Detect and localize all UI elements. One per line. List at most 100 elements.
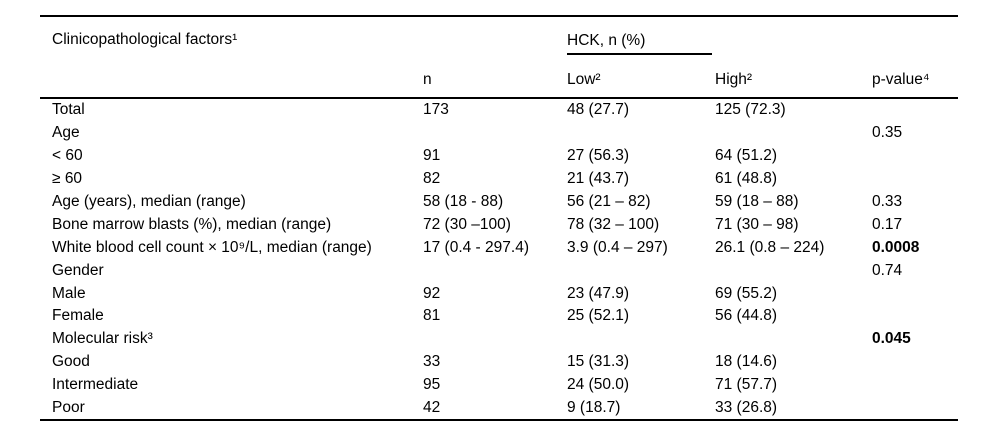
low-cell: 27 (56.3)	[567, 147, 630, 165]
high-cell: 59 (18 – 88)	[715, 193, 799, 210]
n-cell: 17 (0.4 - 297.4)	[423, 238, 529, 256]
n-cell: 173	[423, 101, 449, 119]
p-value-cell: 0.33	[872, 193, 903, 210]
row-label-cell: Intermediate	[52, 376, 139, 394]
low-cell: 25 (52.1)	[567, 307, 630, 325]
table-row: Molecular risk³ 0.045	[40, 328, 958, 351]
n-cell: 91	[423, 147, 441, 165]
clinicopathological-factors-table: Clinicopathological factors¹ HCK, n (%) …	[40, 15, 958, 422]
low-cell: 24 (50.0)	[567, 376, 630, 394]
table-row: Age 0.35	[40, 122, 958, 145]
col-header-factors: Clinicopathological factors¹	[52, 31, 238, 48]
low-cell: 15 (31.3)	[567, 353, 630, 371]
high-cell: 18 (14.6)	[715, 353, 778, 371]
low-cell: 3.9 (0.4 – 297)	[567, 238, 668, 256]
header-spacer-factors	[40, 57, 411, 99]
row-label-cell: Molecular risk³	[52, 330, 153, 348]
n-cell	[411, 122, 555, 145]
p-value-cell: 0.17	[872, 215, 903, 233]
row-label-cell: Poor	[52, 399, 85, 417]
table-row: Poor 42 9 (18.7) 33 (26.8)	[40, 397, 958, 421]
n-cell	[411, 259, 555, 282]
n-cell: 33	[423, 353, 441, 371]
n-cell: 81	[423, 307, 441, 325]
table-row: ≥ 60 82 21 (43.7) 61 (48.8)	[40, 168, 958, 191]
low-cell	[555, 259, 703, 282]
low-cell: 78 (32 – 100)	[567, 215, 660, 233]
table-row: Gender 0.74	[40, 259, 958, 282]
row-label-cell: Female	[52, 307, 104, 325]
row-label-cell: Good	[52, 353, 90, 371]
n-cell: 72 (30 –100)	[423, 215, 511, 233]
p-value-cell	[860, 397, 958, 421]
row-label-cell: Gender	[52, 261, 104, 279]
header-row-sub: n Low² High² p-value⁴	[40, 57, 958, 99]
low-cell	[555, 122, 703, 145]
high-cell: 64 (51.2)	[715, 147, 778, 165]
col-header-low: Low²	[555, 57, 703, 99]
table-row: Bone marrow blasts (%), median (range) 72…	[40, 213, 958, 236]
low-cell: 21 (43.7)	[567, 170, 630, 188]
p-value-cell	[860, 282, 958, 305]
row-label-cell: Age	[52, 124, 80, 142]
table-row: < 60 91 27 (56.3) 64 (51.2)	[40, 145, 958, 168]
n-cell: 82	[423, 170, 441, 188]
n-cell	[411, 328, 555, 351]
high-cell	[703, 259, 860, 282]
high-cell: 33 (26.8)	[715, 399, 778, 417]
col-header-n: n	[411, 57, 555, 99]
row-label-cell: Male	[52, 284, 86, 302]
p-value-cell	[860, 145, 958, 168]
row-label-cell: Total	[52, 101, 85, 119]
table-header: Clinicopathological factors¹ HCK, n (%) …	[40, 16, 958, 99]
col-header-high: High²	[703, 57, 860, 99]
low-cell: 56 (21 – 82)	[567, 193, 651, 210]
header-row-group: Clinicopathological factors¹ HCK, n (%)	[40, 16, 958, 57]
low-cell: 23 (47.9)	[567, 284, 630, 302]
high-cell: 69 (55.2)	[715, 284, 778, 302]
col-header-pvalue: p-value⁴	[860, 57, 958, 99]
high-cell: 71 (57.7)	[715, 376, 778, 394]
col-group-header-hck: HCK, n (%)	[567, 32, 712, 55]
high-cell	[703, 328, 860, 351]
p-value-cell	[860, 305, 958, 328]
p-value-cell: 0.74	[872, 261, 903, 279]
row-label-cell: Bone marrow blasts (%), median (range)	[52, 215, 332, 233]
row-label-cell: Age (years), median (range)	[52, 193, 246, 210]
high-cell	[703, 122, 860, 145]
table-row: Total 173 48 (27.7) 125 (72.3)	[40, 98, 958, 122]
table-row: White blood cell count × 10⁹/L, median (…	[40, 236, 958, 259]
table-row: Good 33 15 (31.3) 18 (14.6)	[40, 351, 958, 374]
high-cell: 61 (48.8)	[715, 170, 778, 188]
high-cell: 26.1 (0.8 – 224)	[715, 238, 825, 256]
p-value-cell: 0.0008	[872, 238, 920, 256]
p-value-cell	[860, 351, 958, 374]
n-cell: 95	[423, 376, 441, 394]
col-group-cell-hck: HCK, n (%)	[555, 16, 860, 57]
low-cell	[555, 328, 703, 351]
high-cell: 125 (72.3)	[715, 101, 786, 119]
low-cell: 9 (18.7)	[567, 399, 621, 417]
p-value-cell	[860, 168, 958, 191]
high-cell: 71 (30 – 98)	[715, 215, 799, 233]
p-value-cell: 0.35	[872, 124, 903, 142]
table-body: Total 173 48 (27.7) 125 (72.3) Age 0.35 < 60 91…	[40, 98, 958, 420]
header-spacer-n	[411, 16, 555, 57]
p-value-cell	[860, 98, 958, 122]
n-cell: 42	[423, 399, 441, 417]
table-row: Age (years), median (range) 58 (18 - 88) 5…	[40, 191, 958, 214]
row-label-cell: < 60	[52, 147, 83, 165]
table-row: Intermediate 95 24 (50.0) 71 (57.7)	[40, 374, 958, 397]
p-value-cell	[860, 374, 958, 397]
n-cell: 58 (18 - 88)	[423, 193, 504, 210]
row-label-cell: White blood cell count × 10⁹/L, median (…	[52, 238, 372, 256]
low-cell: 48 (27.7)	[567, 101, 630, 119]
n-cell: 92	[423, 284, 441, 302]
table-row: Male 92 23 (47.9) 69 (55.2)	[40, 282, 958, 305]
header-spacer-pvalue	[860, 16, 958, 57]
row-label-cell: ≥ 60	[52, 170, 83, 188]
high-cell: 56 (44.8)	[715, 307, 778, 325]
table-row: Female 81 25 (52.1) 56 (44.8)	[40, 305, 958, 328]
p-value-cell: 0.045	[872, 330, 911, 348]
